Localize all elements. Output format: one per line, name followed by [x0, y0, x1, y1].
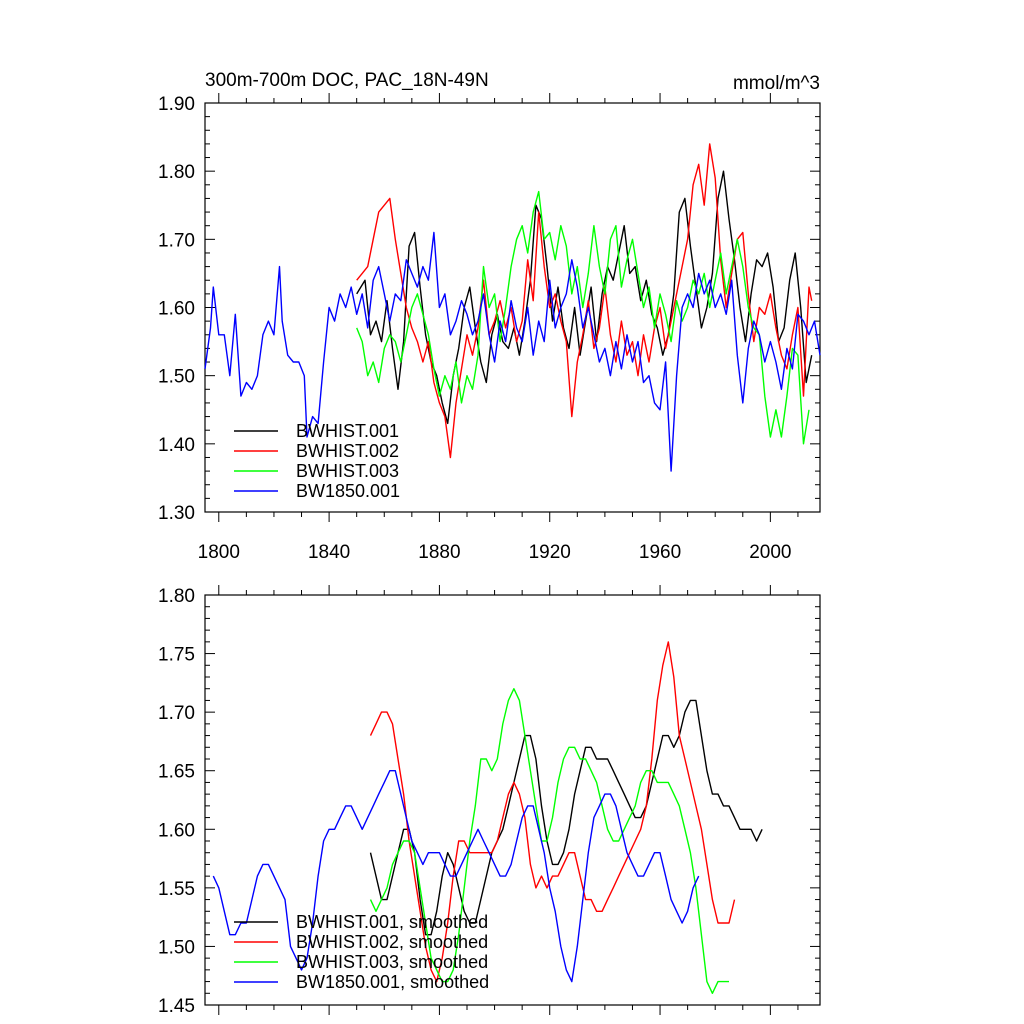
- series-line-3: [212, 770, 700, 983]
- bottom-panel: 1.45 1.50 1.55 1.60 1.65 1.70 1.75 1.80 BWHIST.0…: [158, 585, 821, 1017]
- y-tick-label: 1.70: [158, 230, 195, 251]
- series-line-3: [204, 231, 821, 472]
- legend-label-1: BWHIST.002: [296, 441, 399, 461]
- x-tick-label: 1960: [639, 542, 681, 563]
- legend-label-0: BWHIST.001: [296, 421, 399, 441]
- series-line-1: [369, 641, 736, 983]
- series-line-2: [356, 190, 810, 445]
- legend-label-2: BWHIST.003, smoothed: [296, 952, 488, 972]
- x-tick-label: 1800: [198, 542, 240, 563]
- y-tick-label: 1.60: [158, 299, 195, 320]
- x-tick-label: 1880: [418, 542, 460, 563]
- chart-title: 300m-700m DOC, PAC_18N-49N: [205, 70, 489, 91]
- legend-label-1: BWHIST.002, smoothed: [296, 932, 488, 952]
- legend-label-2: BWHIST.003: [296, 461, 399, 481]
- y-tick-label: 1.60: [158, 820, 195, 841]
- y-tick-label: 1.80: [158, 162, 195, 183]
- legend-label-3: BW1850.001: [296, 481, 400, 501]
- y-tick-label: 1.75: [158, 645, 195, 666]
- y-tick-label: 1.45: [158, 996, 195, 1017]
- plot-frame: [204, 594, 821, 1006]
- y-tick-label: 1.40: [158, 435, 195, 456]
- legend-label-0: BWHIST.001, smoothed: [296, 912, 488, 932]
- x-tick-label: 2000: [749, 542, 791, 563]
- series-line-2: [369, 688, 729, 994]
- y-tick-label: 1.80: [158, 586, 195, 607]
- y-tick-label: 1.65: [158, 762, 195, 783]
- series-line-0: [369, 699, 763, 936]
- y-tick-label: 1.30: [158, 503, 195, 524]
- x-tick-label: 1920: [529, 542, 571, 563]
- y-tick-label: 1.50: [158, 367, 195, 388]
- top-panel: 1.30 1.40 1.50 1.60 1.70 1.80 1.90 1800 1840 1880…: [158, 70, 821, 563]
- units-label: mmol/m^3: [733, 73, 820, 94]
- x-tick-label: 1840: [308, 542, 350, 563]
- y-tick-label: 1.90: [158, 94, 195, 115]
- legend-label-3: BW1850.001, smoothed: [296, 972, 489, 992]
- y-tick-label: 1.70: [158, 703, 195, 724]
- y-tick-label: 1.55: [158, 879, 195, 900]
- y-tick-label: 1.50: [158, 937, 195, 958]
